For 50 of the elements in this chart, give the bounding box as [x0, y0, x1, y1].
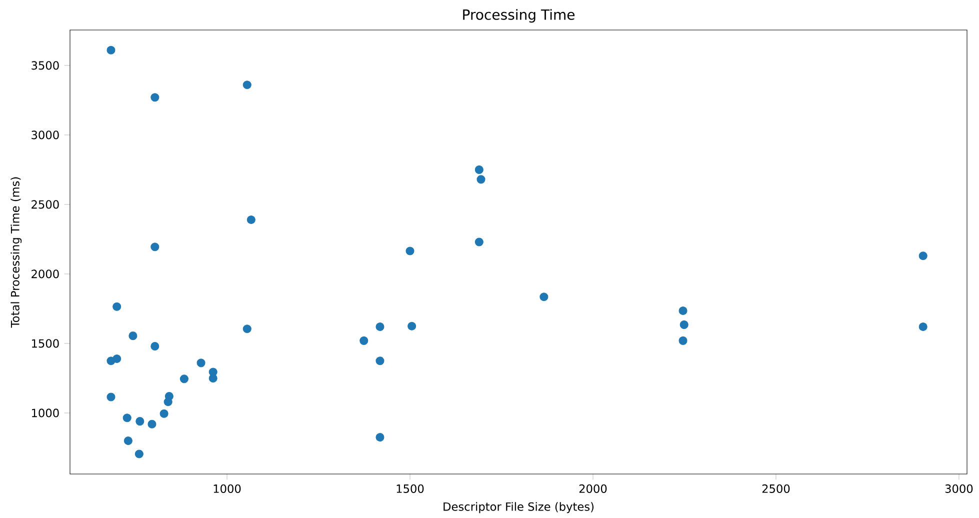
point [164, 398, 172, 406]
x-tick-label: 2000 [579, 484, 607, 494]
x-tick-label: 1000 [214, 484, 241, 494]
chart-title: Processing Time [463, 9, 575, 23]
point [122, 414, 132, 422]
point [540, 292, 548, 302]
y-tick-label: 2000 [32, 270, 59, 278]
point [196, 358, 206, 368]
point [678, 306, 688, 316]
point [242, 324, 252, 334]
x-tick-label: 3000 [945, 484, 973, 494]
point [150, 93, 160, 102]
point [918, 322, 928, 332]
point [128, 332, 138, 340]
point [150, 242, 160, 252]
point [106, 46, 116, 55]
point [136, 417, 144, 426]
point [150, 342, 160, 351]
point [678, 336, 688, 346]
point [160, 410, 168, 418]
x-axis-title: Descriptor File Size (bytes) [444, 502, 594, 514]
y-axis-title: Total Processing Time (ms) [10, 178, 22, 328]
point [376, 356, 384, 366]
point [408, 322, 416, 331]
point [112, 302, 122, 312]
x-tick-label: 1500 [396, 484, 424, 494]
point [148, 420, 156, 429]
y-tick-label: 3500 [32, 61, 59, 70]
y-tick-label: 3000 [32, 130, 59, 140]
y-tick-label: 1000 [32, 408, 59, 418]
point [246, 216, 256, 224]
point [360, 336, 368, 346]
y-tick-label: 2500 [32, 200, 59, 209]
point [208, 374, 218, 383]
point [180, 374, 188, 384]
point [474, 166, 484, 174]
point [134, 450, 144, 458]
point [406, 246, 414, 256]
point [376, 433, 384, 442]
point [242, 80, 252, 90]
point [680, 320, 688, 330]
y-tick-label: 1500 [32, 339, 59, 348]
point [112, 354, 122, 364]
point [376, 322, 384, 332]
point [474, 238, 484, 246]
x-tick-label: 2500 [762, 484, 790, 494]
point [476, 175, 486, 184]
point [106, 392, 116, 402]
point [124, 436, 132, 446]
point [918, 252, 928, 260]
